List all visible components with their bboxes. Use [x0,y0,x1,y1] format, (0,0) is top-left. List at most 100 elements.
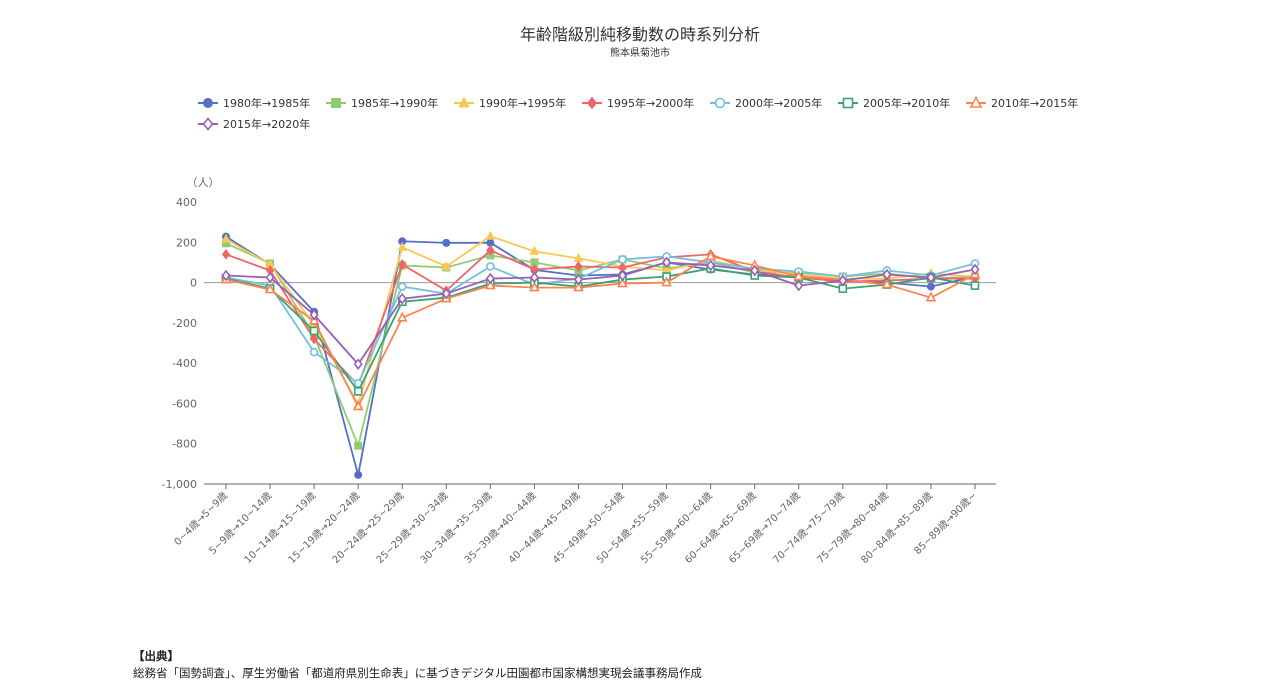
data-point[interactable] [838,274,848,287]
legend-item[interactable]: 2015年→2020年 [198,117,310,131]
legend-marker [458,96,470,108]
data-point[interactable] [794,279,804,292]
legend-item[interactable]: 1995年→2000年 [582,96,694,110]
legend-label: 1980年→1985年 [223,96,310,110]
data-point[interactable] [485,230,496,240]
y-tick-label: 200 [176,236,197,249]
legend-marker [969,95,983,108]
data-point[interactable] [354,470,363,479]
data-point[interactable] [618,255,627,264]
y-tick-label: -600 [172,397,197,410]
data-point[interactable] [573,273,583,286]
data-point[interactable] [705,250,716,261]
legend-label: 1985年→1990年 [351,96,438,110]
data-point[interactable] [397,292,407,305]
legend-item[interactable]: 2000年→2005年 [710,96,822,110]
data-point[interactable] [529,281,540,292]
data-point[interactable] [396,311,408,322]
x-tick-label: 40~44歳→45~49歳 [506,490,582,566]
data-point[interactable] [486,245,495,256]
net-migration-line-chart: 年齢階級別純移動数の時系列分析 熊本県菊池市 1980年→1985年 1985年→… [162,25,1079,566]
x-tick-label: 65~69歳→70~74歳 [726,490,802,566]
data-point[interactable] [442,238,451,247]
series-line[interactable] [225,267,976,394]
x-tick-label: 15~19歳→20~24歳 [286,490,362,566]
x-tick-label: 25~29歳→30~34歳 [374,490,450,566]
data-point[interactable] [264,283,276,294]
legend-item[interactable]: 2005年→2010年 [838,96,950,110]
data-point[interactable] [750,264,760,277]
legend-label: 2000年→2005年 [735,96,822,110]
chart-legend[interactable]: 1980年→1985年 1985年→1990年 1990年→1995年 1995年→2… [198,95,1078,131]
data-point[interactable] [221,233,231,243]
data-point[interactable] [882,268,892,281]
data-point[interactable] [354,441,363,450]
legend-item[interactable]: 1990年→1995年 [454,96,566,110]
data-point[interactable] [970,263,980,276]
series-8[interactable] [221,256,980,370]
data-point[interactable] [574,261,583,272]
series-line[interactable] [225,255,976,385]
data-point[interactable] [925,291,937,302]
legend-item[interactable]: 2010年→2015年 [966,95,1078,110]
y-tick-label: 400 [176,196,197,209]
legend-marker [586,96,598,110]
x-tick-label: 70~74歳→75~79歳 [771,490,847,566]
data-point[interactable] [793,270,805,281]
data-point[interactable] [662,256,672,269]
series-line[interactable] [225,261,976,366]
y-tick-label: -200 [172,317,197,330]
y-tick-label: 0 [190,277,197,290]
x-tick-label: 50~54歳→55~59歳 [594,490,670,566]
data-point[interactable] [265,271,275,284]
x-tick-label: 35~39歳→40~44歳 [462,490,538,566]
data-point[interactable] [309,308,319,321]
series-line[interactable] [225,235,976,476]
legend-item[interactable]: 1980年→1985年 [198,96,310,110]
data-point[interactable] [485,279,496,290]
data-point[interactable] [706,259,716,272]
data-point[interactable] [398,259,407,270]
data-point[interactable] [397,241,408,251]
data-point[interactable] [353,387,363,396]
legend-label: 2015年→2020年 [223,117,310,131]
x-tick-label: 60~64歳→65~69歳 [682,490,758,566]
data-point[interactable] [309,333,319,345]
data-point[interactable] [221,269,231,282]
y-tick-label: -400 [172,357,197,370]
data-point[interactable] [573,281,584,292]
series-2[interactable] [222,239,979,450]
series-line[interactable] [225,235,976,407]
data-point[interactable] [926,271,936,284]
data-point[interactable] [352,400,364,411]
legend-marker [202,117,214,131]
legend-label: 1995年→2000年 [607,96,694,110]
legend-item[interactable]: 1985年→1990年 [326,96,438,110]
x-tick-label: 80~84歳→85~89歳 [859,490,935,566]
data-point[interactable] [221,249,231,260]
data-point[interactable] [353,358,363,370]
data-point[interactable] [970,281,980,290]
data-point[interactable] [661,276,672,287]
data-point[interactable] [309,347,319,357]
data-point[interactable] [441,287,451,300]
data-point[interactable] [397,282,407,291]
data-point[interactable] [441,260,452,270]
series-6[interactable] [221,264,980,396]
data-point[interactable] [617,277,628,288]
data-point[interactable] [881,278,893,289]
legend-label: 2005年→2010年 [863,96,950,110]
data-point[interactable] [529,271,539,284]
data-point[interactable] [486,262,495,271]
chart-subtitle: 熊本県菊池市 [610,46,670,59]
legend-marker [714,97,726,109]
legend-label: 2010年→2015年 [991,96,1078,110]
data-point[interactable] [618,269,628,282]
data-point[interactable] [926,282,935,291]
data-point[interactable] [529,245,540,255]
series-3[interactable] [221,230,980,408]
data-point[interactable] [485,272,495,285]
y-tick-label: -1,000 [162,478,197,491]
data-point[interactable] [309,326,319,336]
series-5[interactable] [221,252,980,388]
